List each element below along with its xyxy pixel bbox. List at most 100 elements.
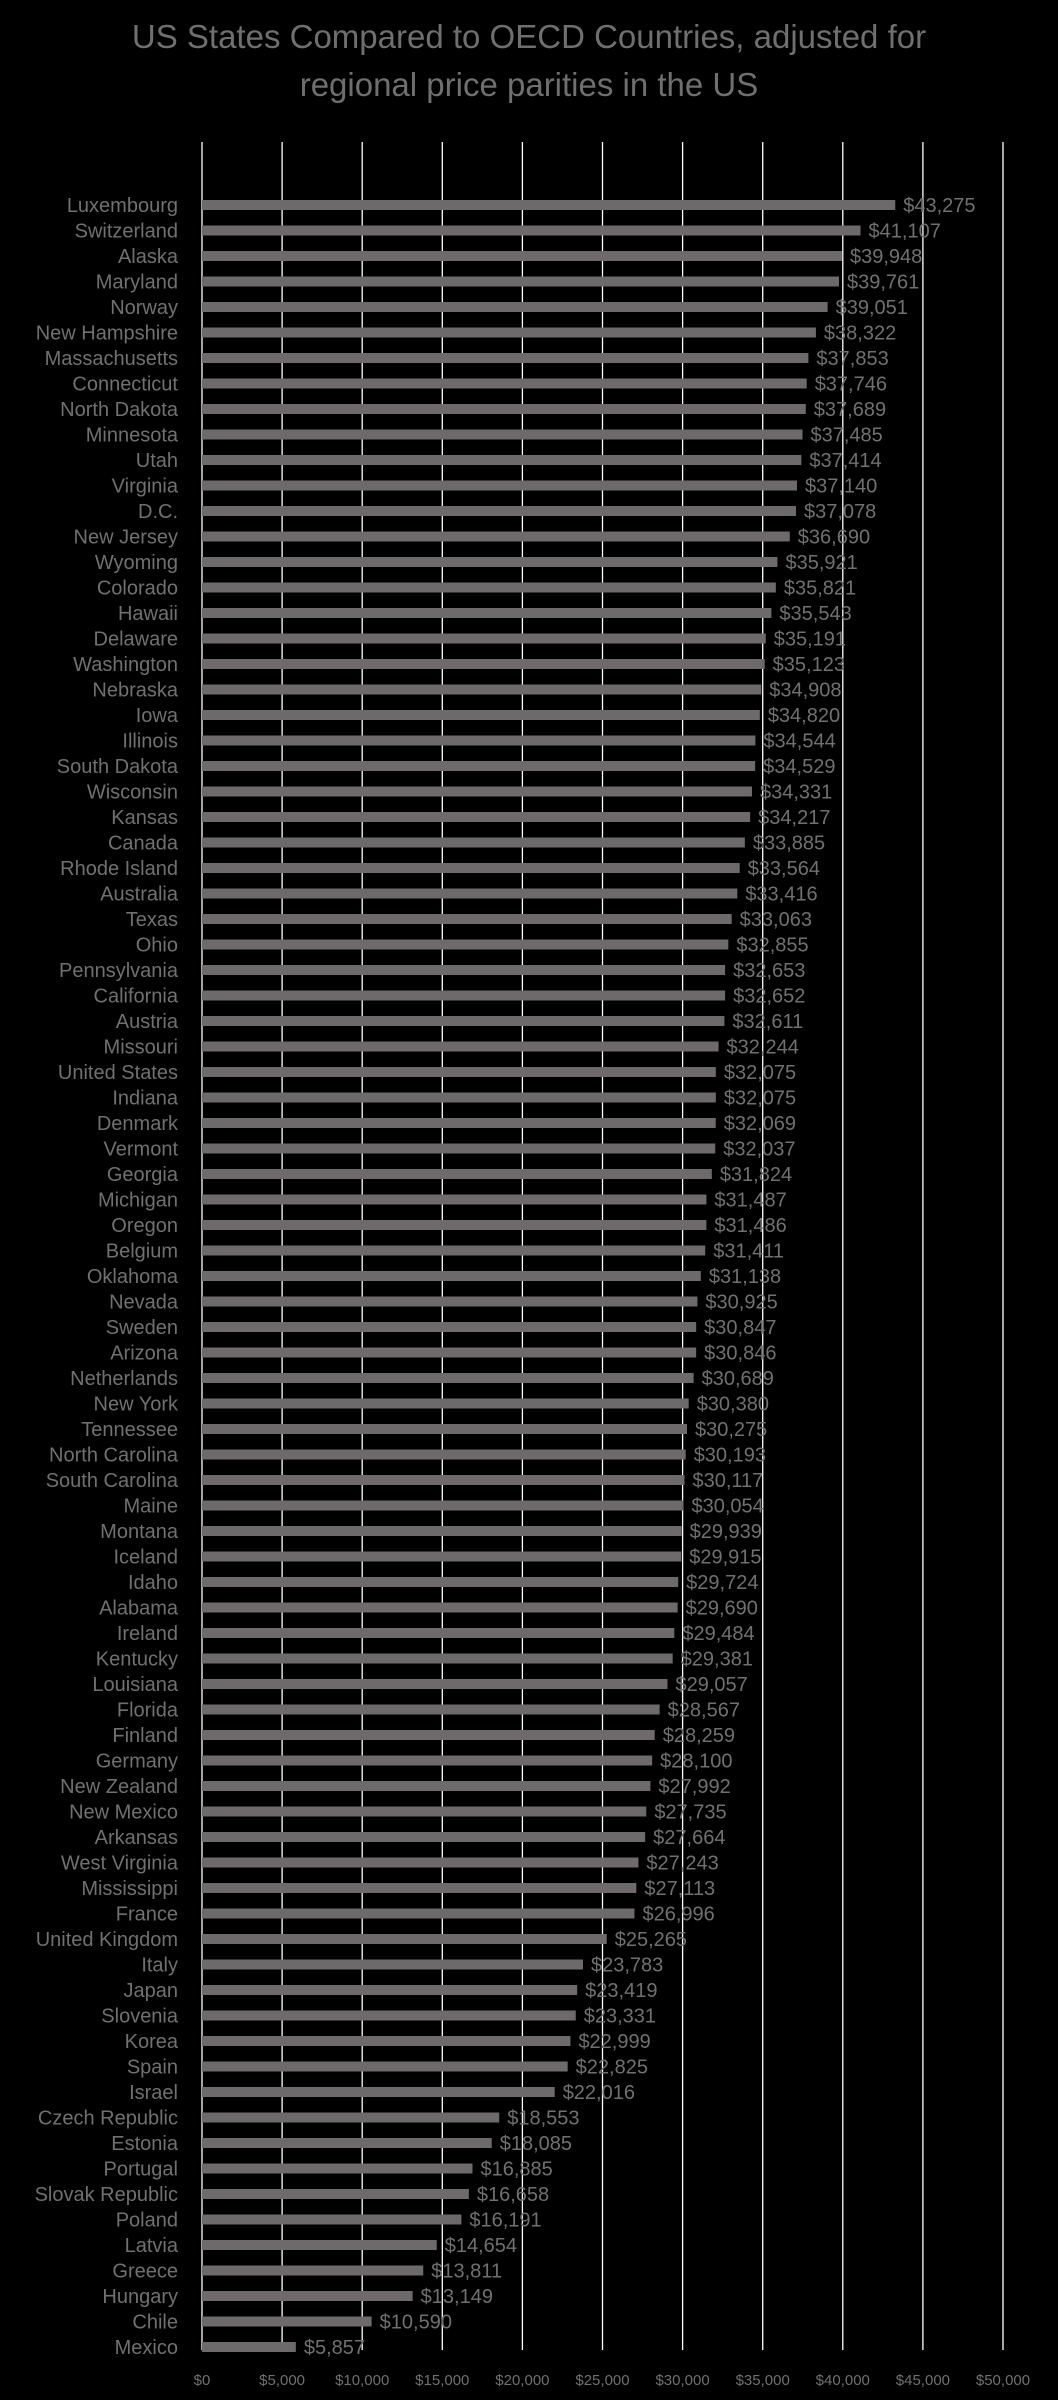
data-label-40: $31,486 xyxy=(714,1215,786,1237)
bar-49 xyxy=(202,1449,686,1460)
bar-0 xyxy=(202,200,896,210)
category-label-82: Hungary xyxy=(102,2286,178,2308)
data-label-4: $39,051 xyxy=(836,297,908,319)
bar-83 xyxy=(202,2316,372,2327)
category-label-17: Delaware xyxy=(94,629,178,651)
bar-82 xyxy=(202,2291,413,2301)
data-label-62: $27,992 xyxy=(658,1776,730,1798)
category-label-79: Poland xyxy=(116,2210,178,2232)
data-label-7: $37,746 xyxy=(815,374,887,396)
category-label-9: Minnesota xyxy=(86,425,179,447)
category-label-38: Georgia xyxy=(107,1164,179,1186)
data-label-13: $36,690 xyxy=(798,527,870,549)
bar-29 xyxy=(202,939,729,950)
bar-62 xyxy=(202,1781,651,1791)
category-label-83: Chile xyxy=(132,2312,178,2334)
bar-45 xyxy=(202,1347,697,1358)
bar-65 xyxy=(202,1857,639,1868)
data-label-15: $35,821 xyxy=(784,578,856,600)
data-label-31: $32,652 xyxy=(733,986,805,1008)
category-label-62: New Zealand xyxy=(60,1776,178,1798)
bar-37 xyxy=(202,1143,716,1154)
data-label-36: $32,069 xyxy=(724,1113,796,1135)
category-label-29: Ohio xyxy=(136,935,178,957)
bar-30 xyxy=(202,965,726,975)
bar-42 xyxy=(202,1271,701,1281)
category-label-41: Belgium xyxy=(106,1241,178,1263)
category-label-75: Czech Republic xyxy=(38,2108,178,2130)
data-label-38: $31,824 xyxy=(720,1164,792,1186)
category-label-50: South Carolina xyxy=(46,1470,179,1492)
bar-52 xyxy=(202,1526,682,1536)
data-label-21: $34,544 xyxy=(763,731,835,753)
data-label-63: $27,735 xyxy=(654,1802,726,1824)
data-label-54: $29,724 xyxy=(686,1572,758,1594)
data-label-65: $27,243 xyxy=(646,1853,718,1875)
data-label-5: $38,322 xyxy=(824,323,896,345)
data-label-34: $32,075 xyxy=(724,1062,796,1084)
category-label-10: Utah xyxy=(136,450,178,472)
data-label-39: $31,487 xyxy=(714,1190,786,1212)
bar-54 xyxy=(202,1577,679,1587)
bar-66 xyxy=(202,1883,637,1893)
category-label-7: Connecticut xyxy=(72,374,178,396)
x-tick-label-7: $35,000 xyxy=(736,2372,790,2389)
bar-5 xyxy=(202,327,816,338)
bar-56 xyxy=(202,1628,675,1638)
bar-75 xyxy=(202,2112,500,2123)
bar-64 xyxy=(202,1832,646,1842)
category-label-61: Germany xyxy=(96,1751,178,1773)
category-label-14: Wyoming xyxy=(95,552,178,574)
bar-41 xyxy=(202,1245,706,1256)
bar-6 xyxy=(202,353,809,363)
data-label-35: $32,075 xyxy=(724,1088,796,1110)
bar-33 xyxy=(202,1041,719,1052)
category-label-5: New Hampshire xyxy=(36,323,178,345)
bar-80 xyxy=(202,2240,437,2250)
bar-61 xyxy=(202,1755,653,1766)
category-label-42: Oklahoma xyxy=(87,1266,179,1288)
data-label-82: $13,149 xyxy=(421,2286,493,2308)
data-label-22: $34,529 xyxy=(763,756,835,778)
category-label-73: Spain xyxy=(127,2057,178,2079)
category-label-32: Austria xyxy=(116,1011,179,1033)
data-label-2: $39,948 xyxy=(850,246,922,268)
data-label-70: $23,419 xyxy=(585,1980,657,2002)
data-label-57: $29,381 xyxy=(681,1649,753,1671)
bar-35 xyxy=(202,1092,716,1103)
x-tick-label-1: $5,000 xyxy=(259,2372,305,2389)
bar-60 xyxy=(202,1730,655,1740)
data-label-78: $16,658 xyxy=(477,2184,549,2206)
data-label-52: $29,939 xyxy=(690,1521,762,1543)
category-label-74: Israel xyxy=(129,2082,178,2104)
bar-47 xyxy=(202,1398,689,1409)
category-label-59: Florida xyxy=(117,1700,179,1722)
bar-32 xyxy=(202,1016,725,1026)
category-label-55: Alabama xyxy=(99,1598,179,1620)
data-label-45: $30,846 xyxy=(704,1343,776,1365)
data-label-48: $30,275 xyxy=(695,1419,767,1441)
category-label-35: Indiana xyxy=(112,1088,178,1110)
bar-79 xyxy=(202,2214,462,2225)
bar-63 xyxy=(202,1806,647,1817)
x-tick-label-8: $40,000 xyxy=(816,2372,870,2389)
bar-46 xyxy=(202,1373,694,1383)
category-label-78: Slovak Republic xyxy=(35,2184,178,2206)
data-label-18: $35,123 xyxy=(773,654,845,676)
category-label-58: Louisiana xyxy=(92,1674,179,1696)
bar-58 xyxy=(202,1679,668,1689)
data-label-83: $10,590 xyxy=(380,2312,452,2334)
data-label-16: $35,543 xyxy=(779,603,851,625)
bar-9 xyxy=(202,429,803,440)
bar-84 xyxy=(202,2342,296,2352)
bar-48 xyxy=(202,1424,688,1434)
category-label-64: Arkansas xyxy=(95,1827,178,1849)
data-label-8: $37,689 xyxy=(814,399,886,421)
category-label-63: New Mexico xyxy=(69,1802,178,1824)
category-label-56: Ireland xyxy=(117,1623,178,1645)
data-label-33: $32,244 xyxy=(727,1037,799,1059)
bar-23 xyxy=(202,786,752,797)
data-label-74: $22,016 xyxy=(563,2082,635,2104)
